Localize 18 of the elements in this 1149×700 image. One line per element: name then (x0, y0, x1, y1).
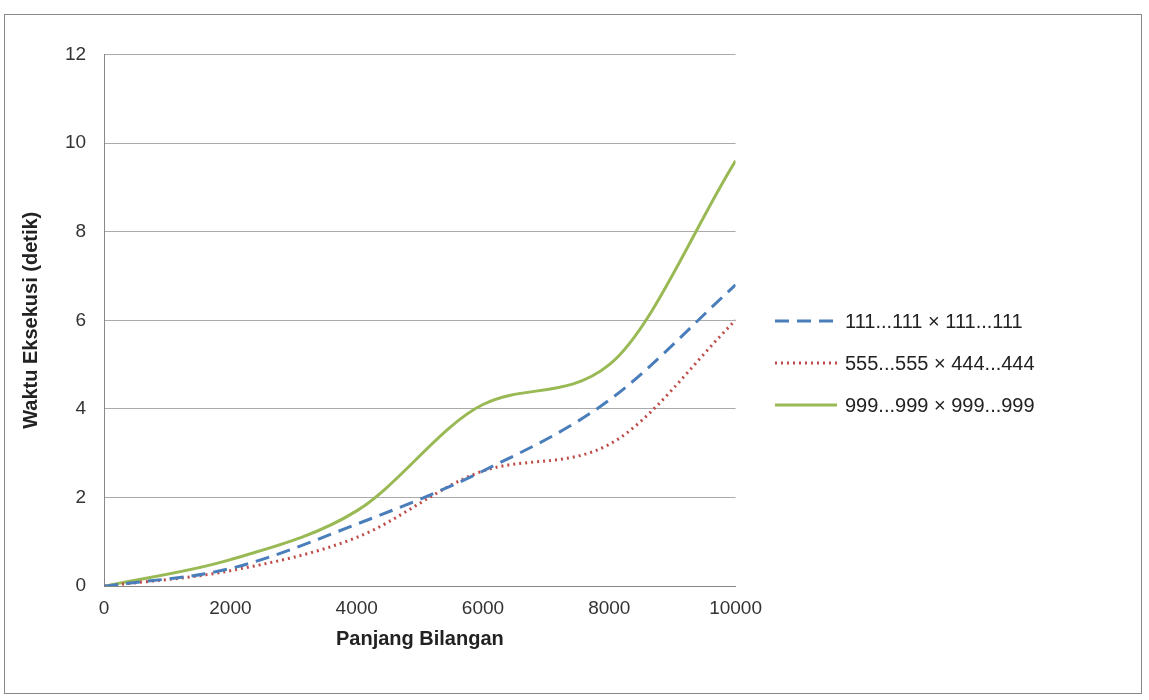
x-tick-label: 2000 (209, 596, 252, 618)
legend-label: 111...111 × 111...111 (845, 309, 1023, 333)
y-tick-label: 10 (64, 131, 87, 153)
y-tick-label: 12 (64, 42, 87, 64)
y-tick-label: 0 (75, 574, 87, 596)
legend-label: 999...999 × 999...999 (845, 393, 1035, 417)
legend-label: 555...555 × 444...444 (845, 351, 1035, 375)
y-tick-label: 4 (75, 397, 87, 419)
x-tick-label: 0 (98, 596, 110, 618)
x-tick-label: 6000 (461, 596, 505, 618)
x-tick-label: 8000 (588, 596, 631, 618)
y-tick-label: 8 (75, 219, 87, 241)
y-tick-label: 6 (75, 308, 87, 330)
x-axis-title: Panjang Bilangan (335, 626, 504, 649)
y-axis-title: Waktu Eksekusi (detik) (18, 211, 41, 429)
x-tick-label: 4000 (335, 596, 378, 618)
y-tick-label: 2 (75, 485, 87, 507)
x-tick-label: 10000 (709, 596, 762, 618)
